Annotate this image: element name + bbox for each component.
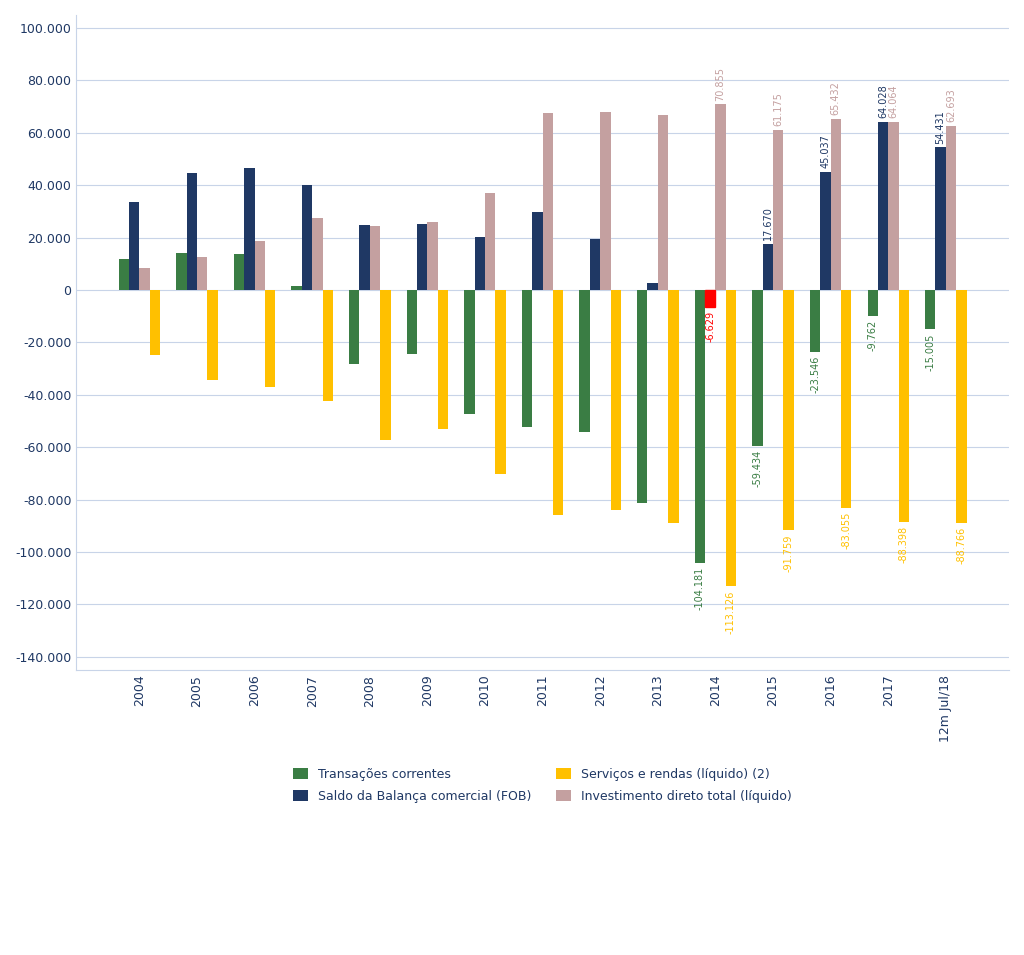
Bar [716,104,726,290]
Bar [841,290,851,508]
Bar [580,290,590,432]
Bar [694,290,706,562]
Bar [763,244,773,290]
Bar [820,172,830,290]
Text: 61.175: 61.175 [773,92,783,126]
Bar [532,212,543,290]
Bar [810,290,820,351]
Text: -23.546: -23.546 [810,355,820,393]
Text: 17.670: 17.670 [763,206,773,240]
Bar [553,290,563,515]
Bar [610,290,621,510]
Bar [233,254,244,290]
Bar [129,202,139,290]
Text: 64.064: 64.064 [889,85,898,118]
Bar [380,290,390,440]
Text: -15.005: -15.005 [926,333,935,371]
Bar [669,290,679,523]
Text: -9.762: -9.762 [867,320,878,350]
Text: -91.759: -91.759 [783,535,794,572]
Bar [119,260,129,290]
Bar [265,290,275,388]
Bar [255,241,265,290]
Bar [899,290,909,521]
Legend: Transações correntes, Saldo da Balança comercial (FOB), Serviços e rendas (líqui: Transações correntes, Saldo da Balança c… [288,763,797,808]
Bar [590,240,600,290]
Bar [888,122,899,290]
Text: -6.629: -6.629 [706,311,715,343]
Bar [706,290,716,308]
Bar [830,118,841,290]
Bar [186,173,197,290]
Text: 70.855: 70.855 [716,67,726,100]
Text: 45.037: 45.037 [820,135,830,168]
Bar [867,290,878,315]
Bar [370,225,380,290]
Text: 65.432: 65.432 [830,81,841,115]
Bar [292,286,302,290]
Bar [139,268,150,290]
Bar [726,290,736,586]
Bar [349,290,359,364]
Text: -59.434: -59.434 [753,450,763,487]
Bar [485,193,496,290]
Text: -88.766: -88.766 [956,526,967,563]
Text: -83.055: -83.055 [841,512,851,549]
Bar [197,257,207,290]
Bar [207,290,218,380]
Bar [150,290,160,355]
Bar [783,290,794,530]
Bar [464,290,475,414]
Bar [475,237,485,290]
Bar [925,290,936,329]
Bar [323,290,333,401]
Text: 54.431: 54.431 [936,110,946,143]
Bar [427,223,438,290]
Text: -88.398: -88.398 [899,525,909,562]
Bar [244,168,255,290]
Bar [359,225,370,290]
Bar [946,126,956,290]
Bar [312,218,323,290]
Bar [753,290,763,446]
Bar [407,290,417,353]
Text: -104.181: -104.181 [695,567,705,610]
Bar [302,185,312,290]
Text: 62.693: 62.693 [946,88,956,122]
Text: 64.028: 64.028 [878,85,888,118]
Bar [543,113,553,290]
Bar [417,223,427,290]
Bar [637,290,647,503]
Bar [956,290,967,522]
Bar [773,130,783,290]
Bar [176,253,186,290]
Bar [496,290,506,475]
Bar [522,290,532,428]
Bar [647,284,657,290]
Bar [438,290,449,429]
Bar [600,113,610,290]
Bar [657,116,669,290]
Bar [936,147,946,290]
Text: -113.126: -113.126 [726,590,736,634]
Bar [878,122,888,290]
